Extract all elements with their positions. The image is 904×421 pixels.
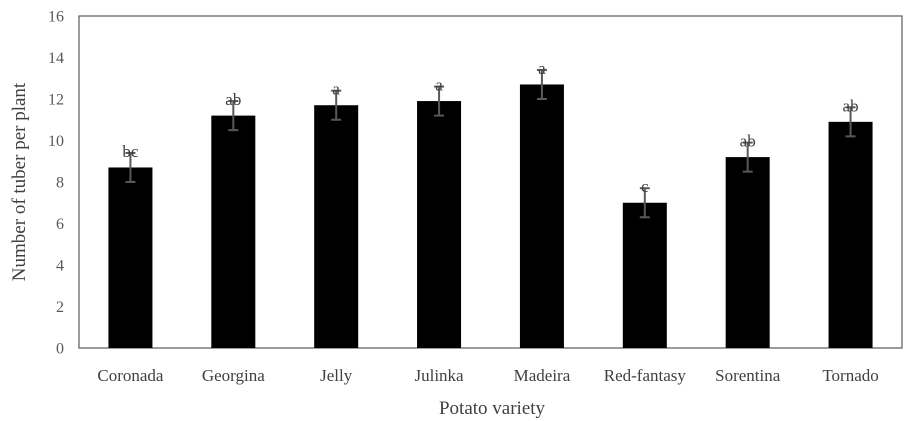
y-tick-label: 14 [48, 50, 64, 67]
significance-letter: ab [225, 90, 241, 109]
plot-frame [78, 15, 903, 349]
y-tick-label: 0 [56, 341, 64, 358]
y-tick-label: 6 [56, 216, 64, 233]
significance-letter: ab [740, 132, 756, 151]
bar [519, 84, 564, 348]
y-tick-label: 16 [48, 9, 64, 26]
x-tick-label: Sorentina [715, 366, 781, 385]
bar [828, 121, 873, 348]
error-bars [125, 68, 856, 219]
significance-letter: ab [843, 96, 859, 115]
bar [622, 202, 667, 348]
x-tick-label: Madeira [514, 366, 571, 385]
bar [417, 101, 462, 348]
y-tick-label: 12 [48, 92, 64, 109]
significance-letter: a [435, 76, 443, 95]
bar [314, 105, 359, 348]
x-tick-label: Coronada [97, 366, 164, 385]
y-tick-label: 2 [56, 299, 64, 316]
plot-area-border [78, 15, 903, 349]
y-axis-ticks: 0 2 4 6 8 10 12 14 16 [48, 9, 64, 358]
y-axis-title: Number of tuber per plant [9, 82, 30, 281]
x-axis-category-labels: Coronada Georgina Jelly Julinka Madeira Red-f… [97, 366, 878, 385]
x-tick-label: Red-fantasy [604, 366, 687, 385]
significance-letter: a [538, 59, 546, 78]
x-tick-label: Tornado [822, 366, 878, 385]
bars [108, 84, 873, 348]
x-axis-title: Potato variety [439, 398, 546, 419]
significance-letter: a [332, 80, 340, 99]
significance-letters: bc ab a a a c ab ab [122, 59, 858, 196]
bar [108, 167, 153, 348]
bar [725, 157, 770, 348]
bar [211, 115, 256, 348]
significance-letter: bc [122, 142, 139, 161]
significance-letter: c [641, 177, 649, 196]
y-tick-label: 8 [56, 175, 64, 192]
y-tick-label: 4 [56, 258, 64, 275]
x-tick-label: Jelly [320, 366, 353, 385]
x-tick-label: Julinka [415, 366, 465, 385]
y-tick-label: 10 [48, 133, 64, 150]
x-tick-label: Georgina [202, 366, 265, 385]
